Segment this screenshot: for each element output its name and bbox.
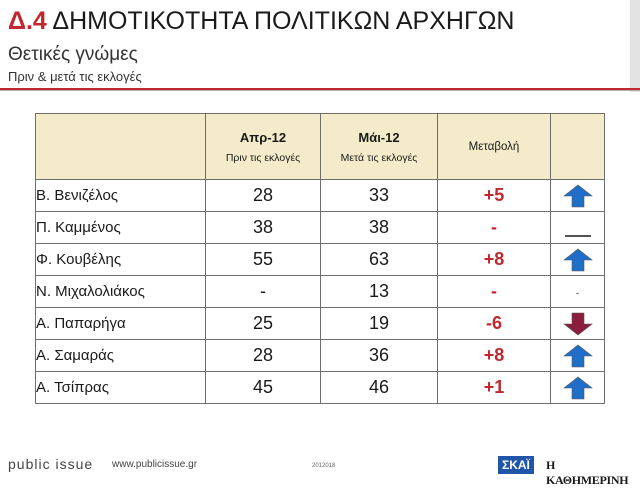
section-code: Δ.4 [8,7,47,35]
table-row: Α. Παπαρήγα 25 19 -6 [35,307,605,340]
change-value: -6 [437,307,551,340]
table-header-row: Απρ-12 Πριν τις εκλογές Μάι-12 Μετά τις … [35,113,605,180]
may-value: 63 [320,243,438,276]
trend-cell [550,307,605,340]
header-apr-label: Απρ-12 [239,129,287,145]
table-row: Ν. Μιχαλολιάκος -13- - [35,275,605,308]
arrow-down-shape [562,312,593,335]
change-value: +5 [437,179,551,212]
kathimerini-logo: Η ΚΑΘΗΜΕΡΙΝΗ [546,458,629,487]
table-row: Φ. Κουβέλης 55 63 +8 [35,243,605,276]
skai-logo: ΣΚΑΪ [498,456,534,474]
trend-placeholder: - [576,287,579,298]
table-row: Β. Βενιζέλος 28 33 +5 [35,179,605,212]
trend-cell [550,339,605,372]
header-change-label: Μεταβολή [468,140,520,153]
popularity-table: Απρ-12 Πριν τις εκλογές Μάι-12 Μετά τις … [35,113,605,404]
may-value: 13 [320,275,438,308]
trend-cell-empty: - [550,275,605,308]
arrow-up-shape [562,184,593,207]
change-value: - [437,275,551,308]
leader-name: Ν. Μιχαλολιάκος [35,275,206,308]
apr-value: 25 [205,307,321,340]
leader-name: Α. Σαμαράς [35,339,206,372]
leader-name: Α. Παπαρήγα [35,307,206,340]
table-row: Α. Σαμαράς 28 36 +8 [35,339,605,372]
table-row: Π. Καμμένος 38 38- [35,211,605,244]
arrow-up-shape [562,344,593,367]
arrow-up-shape [562,376,593,399]
may-value: 46 [320,371,438,404]
change-value: +8 [437,243,551,276]
leader-name: Β. Βενιζέλος [35,179,206,212]
trend-cell [550,179,605,212]
arrow-up-icon [562,376,593,399]
page-subtitle: Θετικές γνώμες [8,44,138,65]
may-value: 33 [320,179,438,212]
leader-name: Π. Καμμένος [35,211,206,244]
header-may: Μάι-12 Μετά τις εκλογές [320,113,438,180]
apr-value: 38 [205,211,321,244]
change-value: +8 [437,339,551,372]
title-divider [0,88,640,90]
arrow-up-icon [562,248,593,271]
header-apr: Απρ-12 Πριν τις εκλογές [205,113,321,180]
apr-value: 55 [205,243,321,276]
arrow-down-icon [562,312,593,335]
change-value: - [437,211,551,244]
apr-value: 28 [205,179,321,212]
page-title: Δ.4 ΔΗΜΟΤΙΚΟΤΗΤΑ ΠΟΛΙΤΙΚΩΝ ΑΡΧΗΓΩΝ [8,6,514,36]
title-text: ΔΗΜΟΤΙΚΟΤΗΤΑ ΠΟΛΙΤΙΚΩΝ ΑΡΧΗΓΩΝ [52,7,515,35]
header-apr-sublabel: Πριν τις εκλογές [225,151,301,164]
arrow-up-shape [562,248,593,271]
trend-cell [550,243,605,276]
header-may-sublabel: Μετά τις εκλογές [340,151,418,164]
table-row: Α. Τσίπρας 45 46 +1 [35,371,605,404]
may-value: 19 [320,307,438,340]
arrow-up-icon [562,184,593,207]
arrow-up-icon [562,344,593,367]
may-value: 38 [320,211,438,244]
header-name-cell [35,113,206,180]
title-divider-shadow [0,90,640,91]
apr-value: 28 [205,339,321,372]
may-value: 36 [320,339,438,372]
page-subsubtitle: Πριν & μετά τις εκλογές [8,69,142,84]
title-side-strip [630,0,640,92]
leader-name: Α. Τσίπρας [35,371,206,404]
apr-value: - [205,275,321,308]
header-change: Μεταβολή [437,113,551,180]
trend-cell [550,211,605,244]
trend-cell [550,371,605,404]
leader-name: Φ. Κουβέλης [35,243,206,276]
brand-logo: public issue [8,456,94,472]
header-indicator-cell [550,113,605,180]
footer-url: www.publicissue.gr [112,459,198,470]
footer-code: 2012018 [312,463,336,469]
apr-value: 45 [205,371,321,404]
flat-line-icon [564,234,591,237]
change-value: +1 [437,371,551,404]
header-may-label: Μάι-12 [358,129,400,145]
